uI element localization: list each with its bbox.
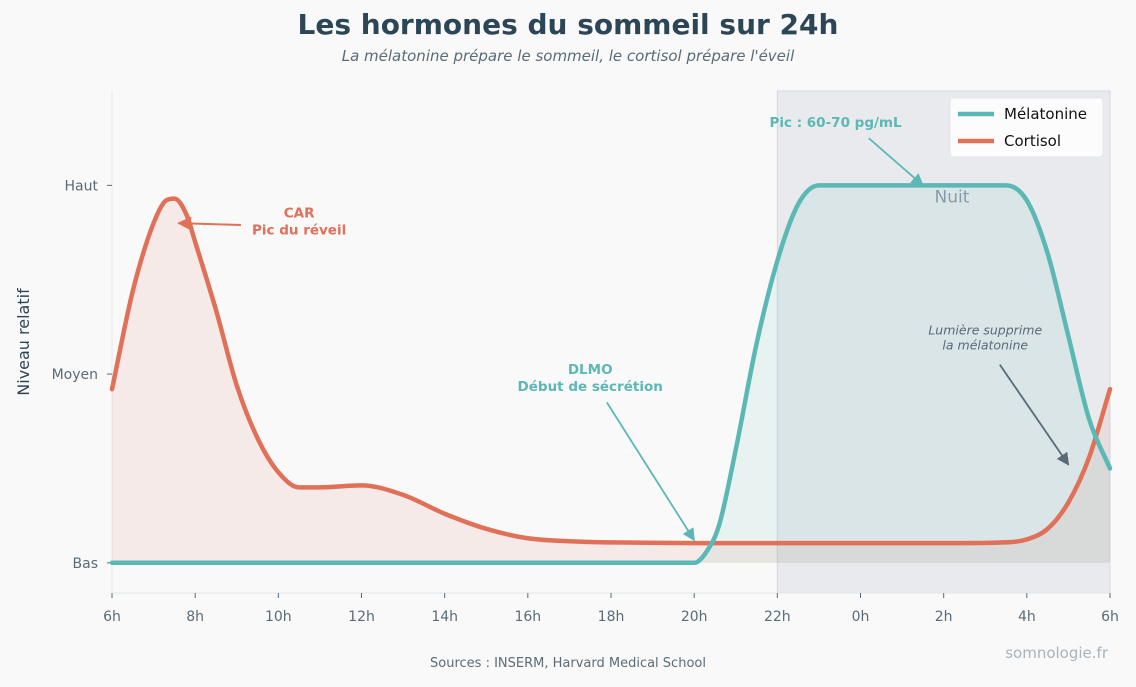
y-axis-label: Niveau relatif (14, 288, 33, 396)
x-tick-label: 18h (598, 609, 625, 625)
x-tick-label: 20h (681, 609, 708, 625)
melatonin-area (112, 185, 1110, 563)
legend-label: Cortisol (1004, 132, 1061, 150)
annotation-car-arrow (177, 216, 241, 231)
source-note: Sources : INSERM, Harvard Medical School (430, 656, 706, 671)
annotation-dlmo-arrow (606, 401, 695, 542)
x-tick-label: 6h (1101, 609, 1119, 625)
legend-label: Mélatonine (1004, 105, 1087, 123)
cortisol-line (109, 196, 1113, 546)
cortisol-area (112, 198, 1110, 563)
night-label: Nuit (935, 187, 970, 207)
x-tick-label: 16h (514, 609, 541, 625)
legend: Mélatonine Cortisol (949, 97, 1104, 158)
x-tick-label: 6h (103, 609, 121, 625)
x-tick-label: 8h (186, 609, 204, 625)
y-tick-label: Moyen (52, 367, 98, 383)
x-tick-label: 10h (265, 609, 292, 625)
x-tick-label: 12h (348, 609, 375, 625)
annotation-dlmo-title: DLMO (568, 362, 613, 378)
brand-watermark: somnologie.fr (1005, 644, 1108, 662)
annotation-light-arrow (999, 364, 1070, 466)
annotation-peak: Pic : 60-70 pg/mL (769, 115, 902, 131)
annotation-car-sub: Pic du réveil (252, 222, 346, 238)
annotation-light-line2: la mélatonine (942, 338, 1028, 353)
y-tick-label: Haut (65, 178, 99, 194)
night-band (776, 90, 1111, 594)
x-tick-label: 0h (852, 609, 870, 625)
annotation-peak-arrow (868, 137, 924, 187)
x-tick-label: 2h (935, 609, 953, 625)
chart-subtitle: La mélatonine prépare le sommeil, le cor… (341, 47, 795, 65)
annotation-car-title: CAR (284, 205, 315, 221)
annotation-dlmo-sub: Début de sécrétion (518, 379, 663, 395)
x-tick-label: 14h (431, 609, 458, 625)
x-tick-label: 4h (1018, 609, 1036, 625)
melatonin-line (109, 183, 1113, 566)
chart-title: Les hormones du sommeil sur 24h (297, 8, 839, 41)
y-tick-label: Bas (73, 556, 98, 572)
x-tick-label: 22h (764, 609, 791, 625)
annotation-light-line1: Lumière supprime (928, 322, 1042, 337)
